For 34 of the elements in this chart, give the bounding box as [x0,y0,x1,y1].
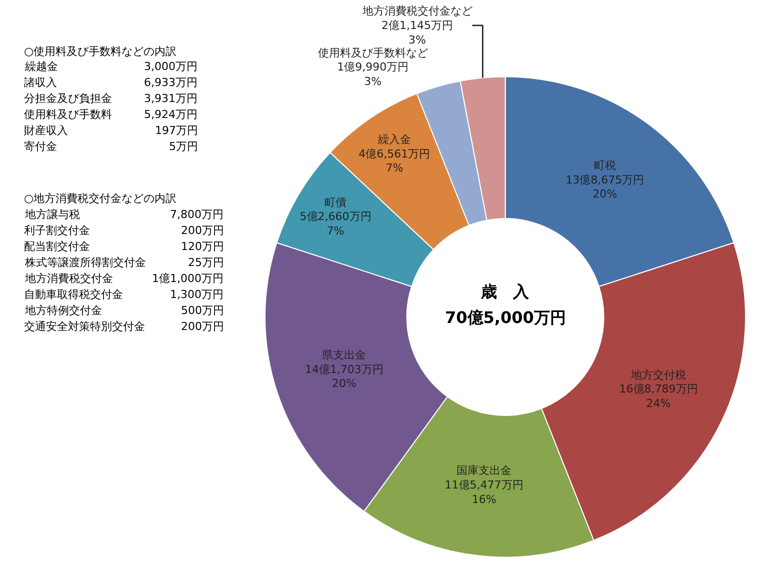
text: 分担金及び負担金 3,931万円 [24,92,198,105]
slice-label: 使用料及び手数料など [318,46,428,60]
text: 地方譲与税 7,800万円 [25,208,224,221]
text: 繰越金 3,000万円 [25,60,198,73]
slice-label: 地方交付税 [630,368,686,382]
text: 財産収入 197万円 [24,124,198,137]
data-label: 2億1,145万円 3% [382,18,454,46]
text: 寄付金 5万円 [24,140,198,153]
text: 自動車取得税交付金 1,300万円 [24,288,224,301]
text: ○使用料及び手数料などの内訳 [24,45,177,58]
text: 株式等譲渡所得割交付金 25万円 [25,256,224,269]
data-label: 11億5,477万円 16% [444,478,524,506]
text: ○地方消費税交付金などの内訳 [24,192,177,205]
text: 諸収入 6,933万円 [24,76,198,89]
slice-label: 町債 [324,196,347,209]
text: 地方特例交付金 500万円 [25,304,224,317]
text: 使用料及び手数料 5,924万円 [24,108,198,121]
data-label: 5億2,660万円 7% [300,210,372,238]
text: 配当割交付金 120万円 [24,240,224,253]
data-label: 1億9,990万円 3% [337,60,409,88]
slice-label: 繰入金 [376,133,411,146]
data-label: 13億8,675万円 20% [566,173,644,201]
slice-label: 国庫支出金 [456,464,512,478]
text: 利子割交付金 200万円 [24,224,224,237]
data-label: 16億8,789万円 24% [619,382,698,410]
data-label: 14億1,703万円 20% [304,362,384,390]
text: 地方消費税交付金 1億1,000万円 [25,272,224,285]
slice-label: 地方消費税交付金など [361,4,472,18]
slice-label: 町税 [594,159,616,172]
text: 交通安全対策特別交付金 200万円 [24,320,224,333]
slice-label: 県支出金 [322,348,366,362]
text: 歳 入 [480,282,530,301]
data-label: 4億6,561万円 7% [358,147,430,175]
text: 70億5,000万円 [445,308,566,327]
